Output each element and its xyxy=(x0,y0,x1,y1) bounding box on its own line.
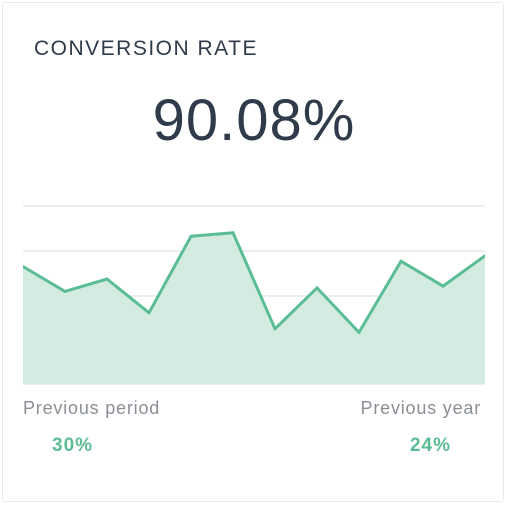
chart-point xyxy=(483,254,485,258)
previous-year-value: 24% xyxy=(409,435,451,456)
chart-points xyxy=(23,231,485,334)
conversion-rate-widget: CONVERSION RATE 90.08% Previous period 3… xyxy=(2,2,504,502)
chart-point xyxy=(63,289,67,293)
previous-period-value: 30% xyxy=(52,435,94,456)
previous-year-label: Previous year xyxy=(360,398,481,418)
chart-point xyxy=(23,265,25,269)
previous-period-label: Previous period xyxy=(23,398,161,418)
chart-point xyxy=(189,234,193,238)
chart-point xyxy=(273,327,277,331)
chart-line xyxy=(23,231,485,334)
chart-point xyxy=(399,259,403,263)
chart-point xyxy=(231,231,235,235)
chart-point xyxy=(441,284,445,288)
chart-point xyxy=(105,277,109,281)
chart-point xyxy=(357,330,361,334)
chart-point xyxy=(147,311,151,315)
metric-value: 90.08% xyxy=(152,88,356,153)
chart-point xyxy=(315,286,319,290)
conversion-rate-chart xyxy=(23,205,485,385)
chart-area-fill xyxy=(23,232,485,384)
widget-title: CONVERSION RATE xyxy=(34,37,258,60)
